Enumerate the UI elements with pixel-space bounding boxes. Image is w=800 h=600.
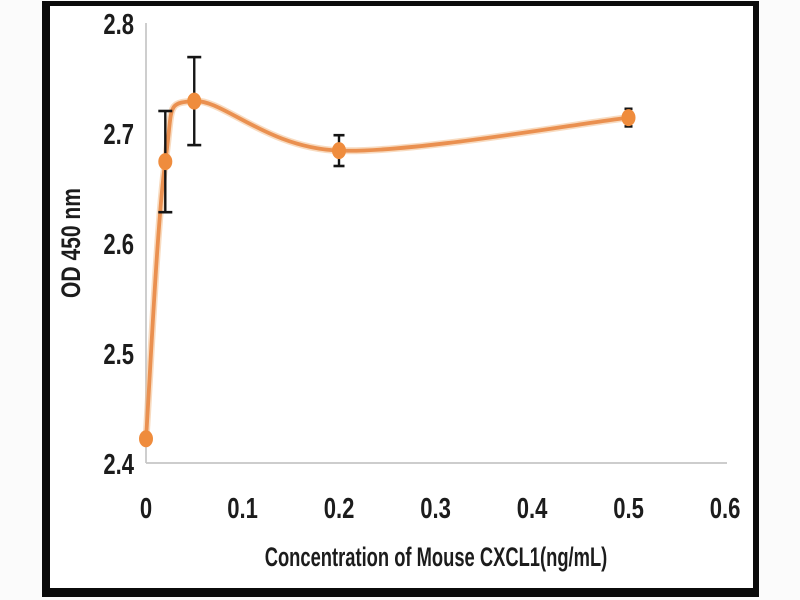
data-point-marker xyxy=(187,92,202,110)
x-tick-label: 0.4 xyxy=(517,493,548,525)
y-tick-label: 2.4 xyxy=(103,449,134,481)
data-point-marker xyxy=(332,142,346,160)
data-point-marker xyxy=(139,430,153,448)
x-tick-label: 0.6 xyxy=(710,493,741,525)
series-line-halo xyxy=(142,97,632,443)
x-tick-label: 0.2 xyxy=(324,493,355,525)
y-axis-title: OD 450 nm xyxy=(57,188,87,298)
chart-frame xyxy=(42,1,759,597)
data-point-marker xyxy=(621,109,636,127)
x-axis-title: Concentration of Mouse CXCL1(ng/mL) xyxy=(265,541,608,571)
y-tick-label: 2.6 xyxy=(103,229,134,261)
y-tick-label: 2.7 xyxy=(103,119,134,151)
x-tick-label: 0.5 xyxy=(613,493,644,525)
y-tick-label: 2.5 xyxy=(103,339,134,371)
y-tick-label: 2.8 xyxy=(103,9,134,41)
x-tick-label: 0 xyxy=(140,493,152,525)
x-tick-label: 0.3 xyxy=(420,493,451,525)
data-point-marker xyxy=(158,153,173,171)
x-tick-label: 0.1 xyxy=(227,493,258,525)
